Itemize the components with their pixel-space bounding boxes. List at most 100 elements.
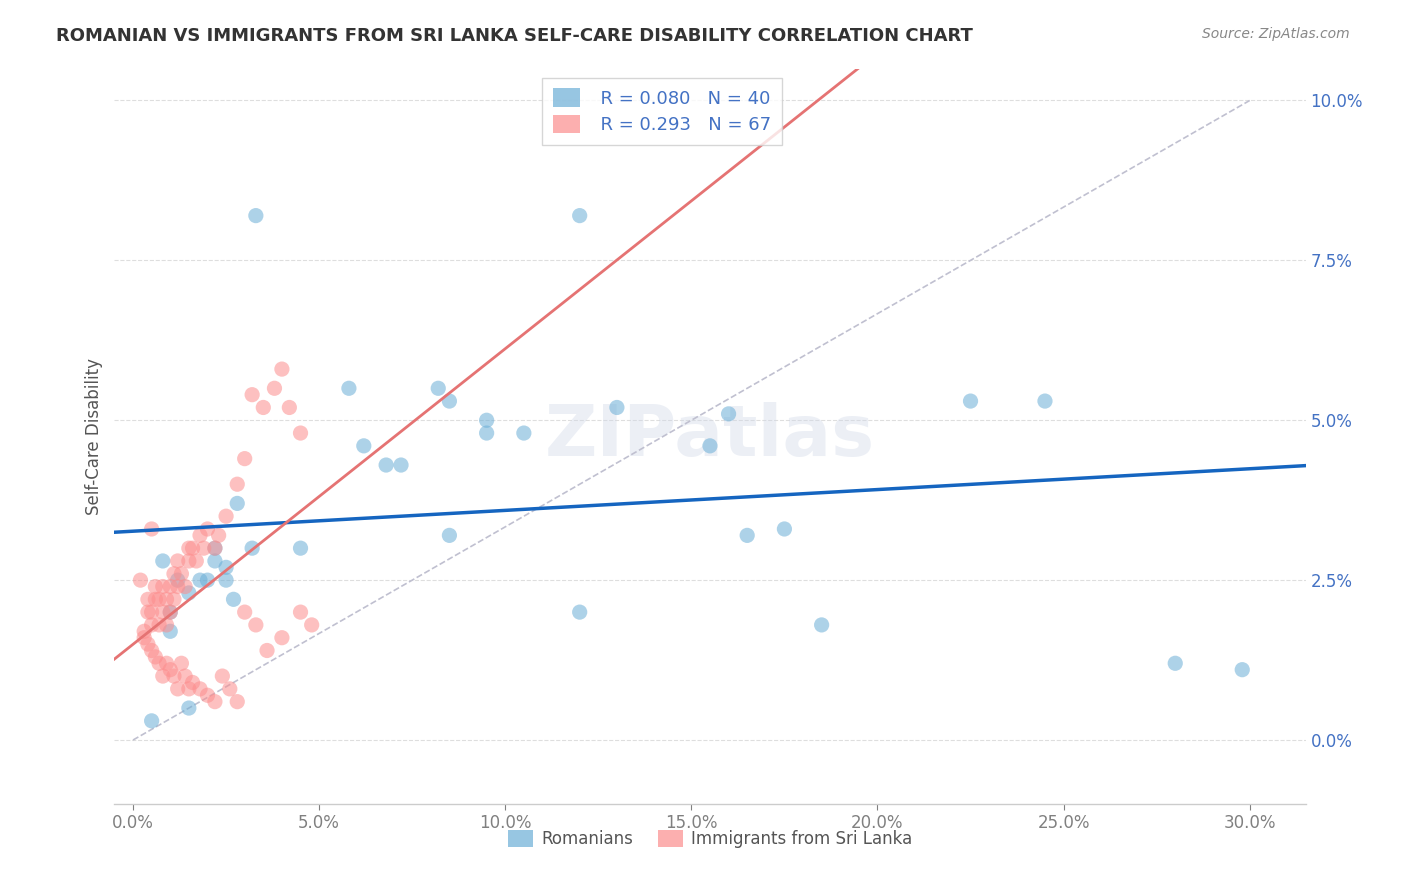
Immigrants from Sri Lanka	[143, 580, 166, 594]
Immigrants from Sri Lanka	[188, 681, 211, 696]
Romanians	[290, 541, 312, 556]
Immigrants from Sri Lanka	[271, 362, 294, 376]
Immigrants from Sri Lanka	[174, 669, 197, 683]
Immigrants from Sri Lanka	[136, 637, 159, 651]
Romanians	[735, 528, 758, 542]
Immigrants from Sri Lanka	[134, 624, 156, 639]
Romanians	[240, 541, 263, 556]
Immigrants from Sri Lanka	[226, 695, 249, 709]
Immigrants from Sri Lanka	[181, 675, 204, 690]
Immigrants from Sri Lanka	[141, 618, 163, 632]
Immigrants from Sri Lanka	[163, 669, 186, 683]
Immigrants from Sri Lanka	[155, 592, 177, 607]
Immigrants from Sri Lanka	[136, 592, 159, 607]
Immigrants from Sri Lanka	[136, 605, 159, 619]
Immigrants from Sri Lanka	[193, 541, 215, 556]
Immigrants from Sri Lanka	[188, 528, 211, 542]
Immigrants from Sri Lanka	[197, 688, 219, 702]
Immigrants from Sri Lanka	[129, 573, 152, 587]
Romanians	[475, 413, 498, 427]
Immigrants from Sri Lanka	[163, 566, 186, 581]
Immigrants from Sri Lanka	[208, 528, 231, 542]
Immigrants from Sri Lanka	[155, 618, 177, 632]
Immigrants from Sri Lanka	[177, 554, 200, 568]
Immigrants from Sri Lanka	[166, 554, 188, 568]
Romanians	[337, 381, 360, 395]
Romanians	[568, 605, 591, 619]
Romanians	[177, 586, 200, 600]
Romanians	[717, 407, 740, 421]
Immigrants from Sri Lanka	[166, 580, 188, 594]
Romanians	[152, 554, 174, 568]
Romanians	[159, 605, 181, 619]
Immigrants from Sri Lanka	[174, 580, 197, 594]
Y-axis label: Self-Care Disability: Self-Care Disability	[86, 358, 103, 515]
Romanians	[166, 573, 188, 587]
Romanians	[353, 439, 375, 453]
Immigrants from Sri Lanka	[159, 580, 181, 594]
Immigrants from Sri Lanka	[301, 618, 323, 632]
Romanians	[475, 425, 498, 440]
Immigrants from Sri Lanka	[290, 605, 312, 619]
Immigrants from Sri Lanka	[143, 649, 166, 664]
Romanians	[1232, 663, 1254, 677]
Immigrants from Sri Lanka	[218, 681, 240, 696]
Romanians	[959, 394, 981, 409]
Romanians	[375, 458, 398, 472]
Romanians	[177, 701, 200, 715]
Immigrants from Sri Lanka	[215, 509, 238, 524]
Romanians	[204, 541, 226, 556]
Immigrants from Sri Lanka	[152, 605, 174, 619]
Immigrants from Sri Lanka	[159, 663, 181, 677]
Romanians	[1164, 657, 1187, 671]
Immigrants from Sri Lanka	[159, 605, 181, 619]
Immigrants from Sri Lanka	[141, 522, 163, 536]
Immigrants from Sri Lanka	[181, 541, 204, 556]
Romanians	[439, 528, 461, 542]
Romanians	[699, 439, 721, 453]
Immigrants from Sri Lanka	[263, 381, 285, 395]
Immigrants from Sri Lanka	[245, 618, 267, 632]
Romanians	[439, 394, 461, 409]
Immigrants from Sri Lanka	[141, 643, 163, 657]
Immigrants from Sri Lanka	[148, 592, 170, 607]
Immigrants from Sri Lanka	[278, 401, 301, 415]
Romanians	[215, 560, 238, 574]
Romanians	[606, 401, 628, 415]
Immigrants from Sri Lanka	[177, 681, 200, 696]
Romanians	[427, 381, 450, 395]
Immigrants from Sri Lanka	[163, 592, 186, 607]
Immigrants from Sri Lanka	[155, 657, 177, 671]
Romanians	[1033, 394, 1056, 409]
Immigrants from Sri Lanka	[148, 618, 170, 632]
Legend:   R = 0.080   N = 40,   R = 0.293   N = 67: R = 0.080 N = 40, R = 0.293 N = 67	[543, 78, 782, 145]
Immigrants from Sri Lanka	[170, 566, 193, 581]
Immigrants from Sri Lanka	[271, 631, 294, 645]
Romanians	[204, 554, 226, 568]
Romanians	[513, 425, 536, 440]
Romanians	[159, 624, 181, 639]
Immigrants from Sri Lanka	[290, 425, 312, 440]
Romanians	[215, 573, 238, 587]
Romanians	[810, 618, 832, 632]
Immigrants from Sri Lanka	[256, 643, 278, 657]
Immigrants from Sri Lanka	[197, 522, 219, 536]
Immigrants from Sri Lanka	[148, 657, 170, 671]
Immigrants from Sri Lanka	[233, 605, 256, 619]
Romanians	[141, 714, 163, 728]
Immigrants from Sri Lanka	[152, 580, 174, 594]
Romanians	[773, 522, 796, 536]
Romanians	[226, 496, 249, 510]
Romanians	[188, 573, 211, 587]
Immigrants from Sri Lanka	[186, 554, 208, 568]
Immigrants from Sri Lanka	[211, 669, 233, 683]
Romanians	[245, 209, 267, 223]
Text: Source: ZipAtlas.com: Source: ZipAtlas.com	[1202, 27, 1350, 41]
Immigrants from Sri Lanka	[240, 387, 263, 401]
Romanians	[222, 592, 245, 607]
Immigrants from Sri Lanka	[204, 695, 226, 709]
Romanians	[389, 458, 412, 472]
Immigrants from Sri Lanka	[143, 592, 166, 607]
Immigrants from Sri Lanka	[141, 605, 163, 619]
Immigrants from Sri Lanka	[177, 541, 200, 556]
